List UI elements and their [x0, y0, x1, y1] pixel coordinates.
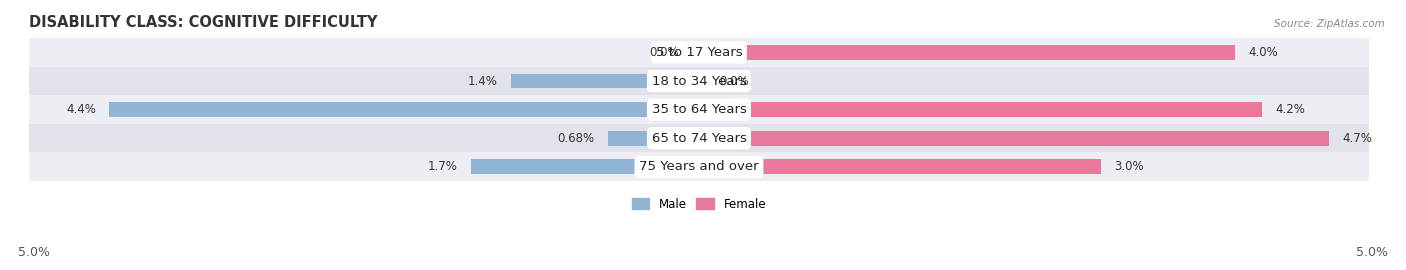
Text: 4.2%: 4.2% [1275, 103, 1305, 116]
Bar [30, 153, 1369, 181]
Bar [30, 38, 1369, 67]
Bar [30, 95, 1369, 124]
Text: DISABILITY CLASS: COGNITIVE DIFFICULTY: DISABILITY CLASS: COGNITIVE DIFFICULTY [30, 15, 378, 30]
Legend: Male, Female: Male, Female [627, 193, 770, 215]
Text: 18 to 34 Years: 18 to 34 Years [651, 75, 747, 87]
Text: 65 to 74 Years: 65 to 74 Years [651, 132, 747, 145]
Text: 1.4%: 1.4% [468, 75, 498, 87]
Text: 0.0%: 0.0% [718, 75, 748, 87]
Text: 75 Years and over: 75 Years and over [640, 160, 759, 173]
Text: Source: ZipAtlas.com: Source: ZipAtlas.com [1274, 19, 1385, 29]
Bar [471, 159, 699, 174]
Text: 0.68%: 0.68% [557, 132, 595, 145]
Bar [699, 131, 1329, 146]
Bar [512, 73, 699, 89]
Bar [607, 131, 699, 146]
Text: 3.0%: 3.0% [1115, 160, 1144, 173]
Text: 5.0%: 5.0% [1355, 246, 1388, 259]
Text: 5 to 17 Years: 5 to 17 Years [655, 46, 742, 59]
Text: 1.7%: 1.7% [427, 160, 458, 173]
Text: 4.0%: 4.0% [1249, 46, 1278, 59]
Bar [30, 67, 1369, 95]
Bar [699, 45, 1234, 60]
Bar [110, 102, 699, 117]
Text: 4.4%: 4.4% [66, 103, 96, 116]
Text: 5.0%: 5.0% [18, 246, 51, 259]
Text: 35 to 64 Years: 35 to 64 Years [651, 103, 747, 116]
Text: 4.7%: 4.7% [1343, 132, 1372, 145]
Text: 0.0%: 0.0% [650, 46, 679, 59]
Bar [30, 124, 1369, 153]
Bar [699, 102, 1261, 117]
Bar [699, 159, 1101, 174]
